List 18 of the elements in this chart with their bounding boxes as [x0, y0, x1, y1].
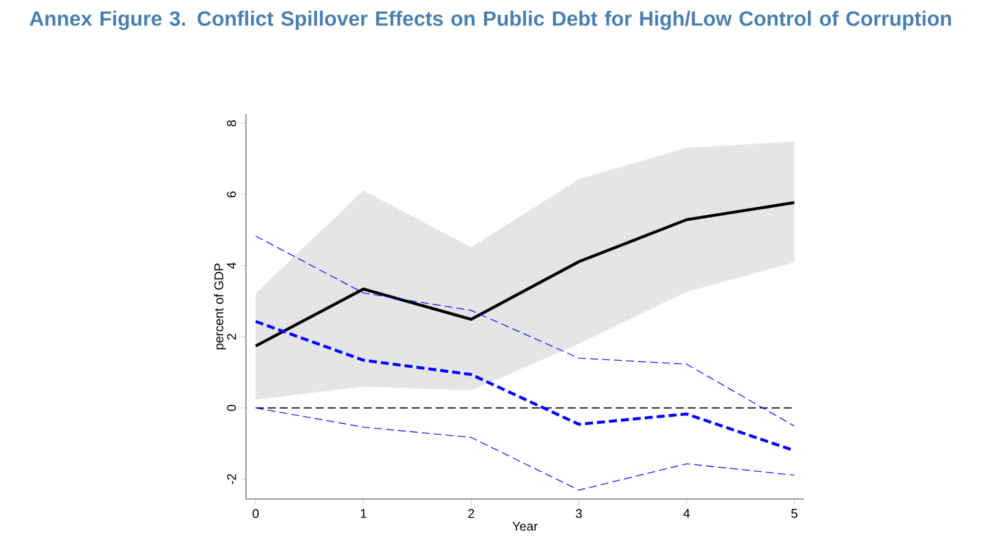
- y-tick-label: -2: [227, 474, 236, 484]
- x-axis-title: Year: [512, 522, 538, 531]
- x-tick-label: 4: [683, 509, 690, 518]
- y-tick-label: 6: [226, 191, 236, 198]
- x-tick-label: 2: [468, 509, 474, 518]
- x-tick-label: 1: [360, 509, 366, 518]
- x-tick-label: 3: [576, 509, 582, 518]
- line-series: [255, 408, 795, 491]
- chart-title: Annex Figure 3. Conflict Spillover Effects on Public Debt for High/Low Control of Corruption: [30, 10, 951, 30]
- y-axis-title: percent of GDP: [214, 264, 226, 350]
- line-series: [254, 201, 796, 348]
- y-tick-label: 0: [226, 404, 236, 411]
- y-tick-label: 4: [227, 262, 236, 269]
- line-series: [255, 236, 795, 426]
- y-tick-label: 2: [227, 334, 236, 340]
- x-tick-label: 0: [252, 509, 259, 518]
- y-tick-label: 8: [226, 120, 236, 126]
- x-tick-label: 5: [791, 509, 798, 518]
